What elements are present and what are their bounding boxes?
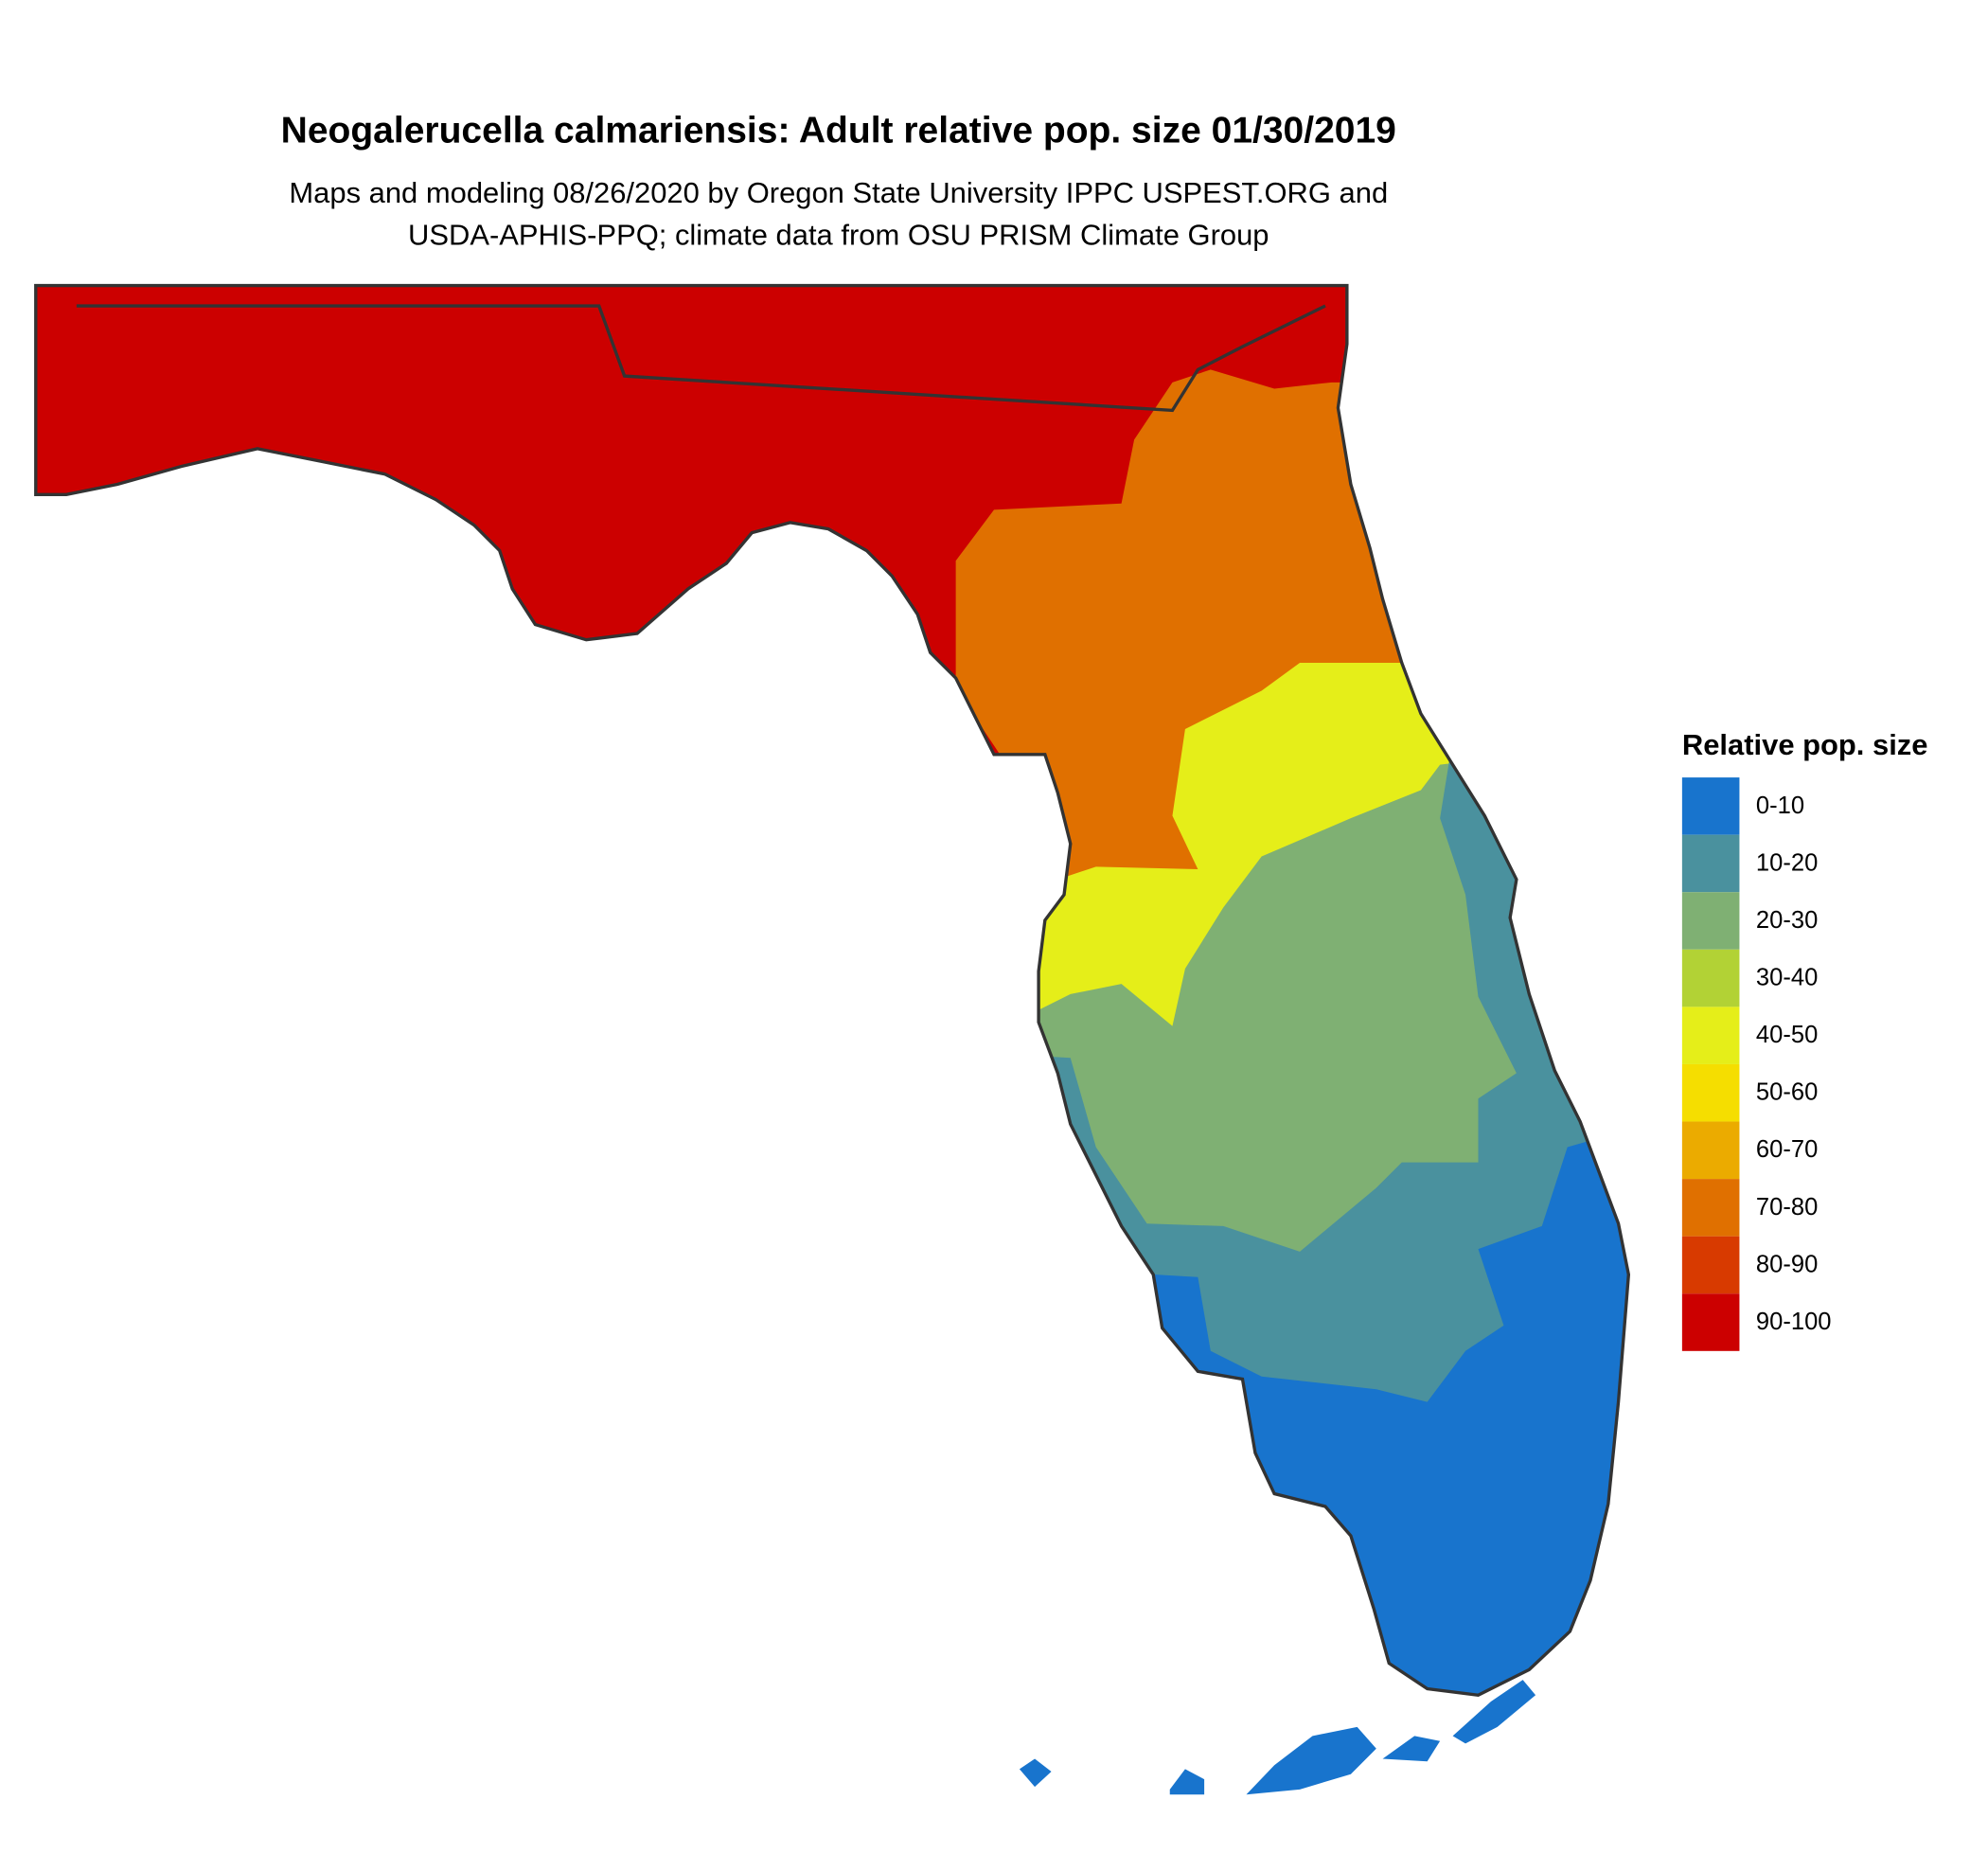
subtitle-line: Maps and modeling 08/26/2020 by Oregon S…	[289, 176, 1388, 209]
legend-swatch	[1681, 834, 1740, 893]
legend-swatch	[1681, 1293, 1740, 1351]
key	[1019, 1758, 1052, 1788]
legend-swatch	[1681, 892, 1740, 950]
key	[1382, 1736, 1441, 1762]
legend-label: 20-30	[1756, 907, 1818, 934]
legend-swatch	[1681, 1063, 1740, 1122]
legend-swatch	[1681, 1236, 1740, 1294]
legend-label: 10-20	[1756, 849, 1818, 876]
map-title: Neogalerucella calmariensis: Adult relat…	[281, 110, 1396, 151]
key	[1246, 1726, 1376, 1795]
legend-swatch	[1681, 1179, 1740, 1237]
subtitle-line: USDA-APHIS-PPQ; climate data from OSU PR…	[408, 219, 1269, 252]
legend-swatch	[1681, 1007, 1740, 1064]
legend-swatch	[1681, 1121, 1740, 1180]
legend-title: Relative pop. size	[1682, 728, 1928, 761]
legend: Relative pop. size 0-10 10-20 20-30 30-40 40…	[1681, 728, 1928, 1351]
legend-swatch	[1681, 949, 1740, 1007]
legend-label: 30-40	[1756, 965, 1818, 991]
legend-label: 40-50	[1756, 1022, 1818, 1048]
legend-swatch	[1681, 777, 1740, 835]
legend-label: 70-80	[1756, 1194, 1818, 1221]
legend-label: 90-100	[1756, 1309, 1832, 1335]
legend-label: 50-60	[1756, 1079, 1818, 1106]
key	[1452, 1680, 1536, 1744]
map-raster	[35, 285, 1629, 1696]
legend-label: 60-70	[1756, 1136, 1818, 1163]
state-border	[76, 304, 1326, 413]
legend-label: 0-10	[1756, 793, 1804, 819]
keys	[1019, 1680, 1536, 1795]
key	[1169, 1769, 1205, 1795]
legend-label: 80-90	[1756, 1251, 1818, 1277]
